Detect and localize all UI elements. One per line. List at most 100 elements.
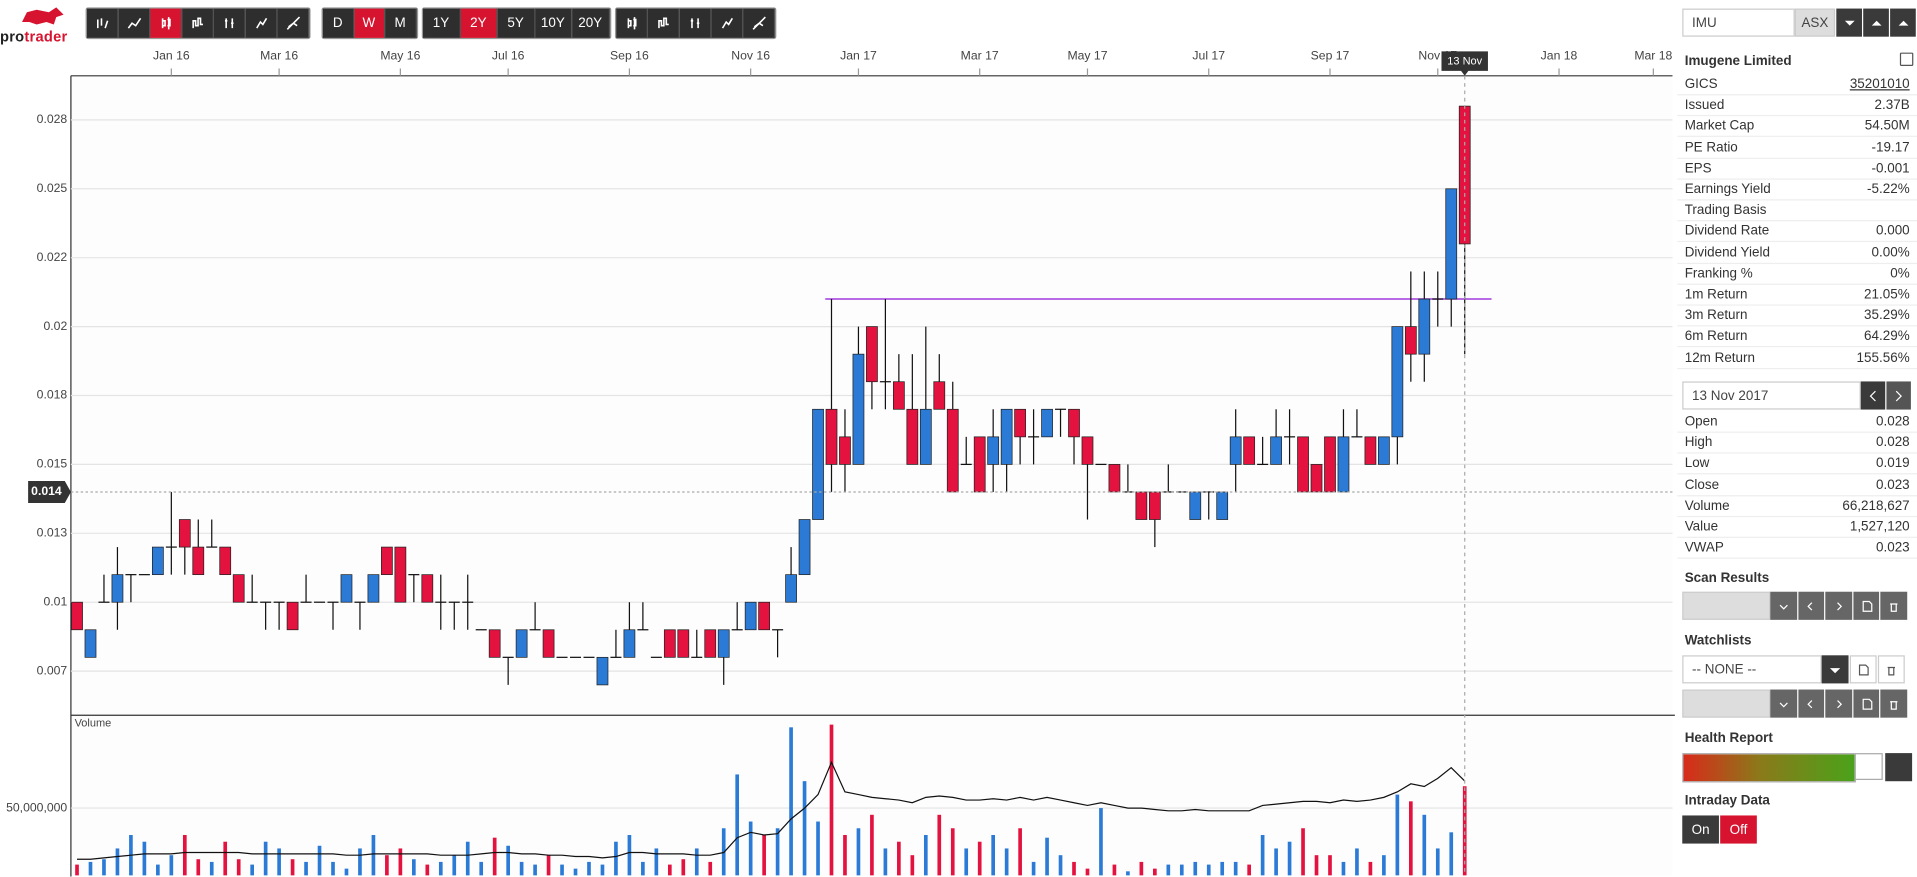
scan-button[interactable] xyxy=(1797,591,1825,620)
watchlist-button[interactable] xyxy=(1849,655,1877,684)
tool-button[interactable] xyxy=(647,8,680,38)
field-label: Trading Basis xyxy=(1684,203,1767,218)
tool-button[interactable] xyxy=(711,8,744,38)
fundamental-row: 12m Return 155.56% xyxy=(1677,348,1917,369)
intraday-toggle[interactable]: On xyxy=(1682,815,1719,844)
date-nav-button[interactable] xyxy=(1886,381,1911,410)
watchlist-tool-button[interactable] xyxy=(1797,689,1825,718)
field-label: 1m Return xyxy=(1684,287,1748,302)
watchlist-button[interactable] xyxy=(1877,655,1905,684)
icon-path xyxy=(255,17,267,29)
y-tick-label: 0.018 xyxy=(37,388,68,402)
section-heading: Health Report xyxy=(1684,731,1773,746)
field-value: 66,218,627 xyxy=(1842,498,1910,514)
input-field[interactable] xyxy=(1682,689,1771,718)
button-group xyxy=(614,7,777,40)
chart-style-button[interactable] xyxy=(245,8,278,38)
volume-bar xyxy=(641,861,645,876)
candle-body xyxy=(812,408,824,520)
watchlist-tool-button[interactable] xyxy=(1880,689,1908,718)
button-group xyxy=(85,7,311,40)
toolbar-button[interactable]: D xyxy=(322,8,354,38)
field-value: -5.22% xyxy=(1867,182,1910,197)
watchlist-button[interactable] xyxy=(1821,655,1849,684)
scan-button[interactable] xyxy=(1825,591,1852,620)
watchlist-tool-button[interactable] xyxy=(1853,689,1880,718)
intraday-toggle[interactable]: Off xyxy=(1720,815,1757,844)
chart-style-button[interactable] xyxy=(118,8,151,38)
volume-bar xyxy=(600,864,605,876)
candle-body xyxy=(286,601,299,631)
candle-body xyxy=(178,519,191,548)
icon xyxy=(1844,20,1855,26)
fundamental-row: Dividend Rate 0.000 xyxy=(1677,222,1917,243)
chart-style-button[interactable] xyxy=(277,8,310,38)
volume-bar xyxy=(802,781,807,876)
sidebar-button[interactable] xyxy=(1836,8,1862,37)
volume-bar xyxy=(492,837,497,876)
symbol-input[interactable]: IMU xyxy=(1682,8,1795,37)
crosshair-y-tag xyxy=(28,480,71,503)
x-tick-label: Jan 16 xyxy=(153,48,190,62)
toolbar-button[interactable]: M xyxy=(385,8,417,38)
volume-bar xyxy=(1139,861,1144,876)
icon xyxy=(1837,699,1843,708)
candle-body xyxy=(542,629,555,658)
toolbar-button[interactable]: 10Y xyxy=(534,8,573,38)
icon-path xyxy=(657,17,669,29)
volume-bar xyxy=(1395,794,1400,876)
input-field[interactable] xyxy=(1682,591,1771,620)
volume-bar xyxy=(465,841,470,876)
candle-body xyxy=(623,629,636,658)
icon xyxy=(191,17,203,29)
icon xyxy=(96,18,108,29)
bull xyxy=(22,7,64,25)
chart-style-button[interactable] xyxy=(150,8,183,38)
x-tick-label: Jan 17 xyxy=(840,48,877,62)
candle-body xyxy=(111,574,124,603)
external-link[interactable] xyxy=(1899,52,1914,67)
field-label: VWAP xyxy=(1684,540,1724,556)
toolbar-button[interactable]: 1Y xyxy=(423,8,461,38)
scan-button[interactable] xyxy=(1853,591,1880,620)
candle-body xyxy=(663,629,676,658)
volume-bar xyxy=(735,774,740,876)
field-label: Market Cap xyxy=(1684,119,1755,134)
toolbar-button[interactable]: W xyxy=(353,8,386,38)
x-tick-label: Nov 16 xyxy=(731,48,770,62)
tool-button[interactable] xyxy=(616,8,648,38)
date-nav-button[interactable] xyxy=(1860,381,1886,410)
watchlist-select[interactable]: -- NONE -- xyxy=(1682,655,1822,684)
icon xyxy=(1779,604,1788,610)
exchange[interactable]: ASX xyxy=(1794,8,1836,37)
toolbar-button[interactable]: 2Y xyxy=(460,8,498,38)
volume-bar xyxy=(748,821,753,876)
field-label: Close xyxy=(1684,477,1720,493)
scan-button[interactable] xyxy=(1770,591,1797,620)
watchlist-tool-button[interactable] xyxy=(1825,689,1852,718)
chart-style-button[interactable] xyxy=(182,8,214,38)
sidebar-button[interactable] xyxy=(1890,8,1916,37)
toolbar-button[interactable]: 5Y xyxy=(497,8,535,38)
icon xyxy=(1829,667,1841,673)
volume-bar xyxy=(1355,848,1359,876)
field-value[interactable]: 35201010 xyxy=(1849,77,1910,92)
candle-body xyxy=(852,353,865,465)
volume-bar xyxy=(371,834,376,876)
scan-button[interactable] xyxy=(1880,591,1908,620)
tool-button[interactable] xyxy=(679,8,712,38)
date-input[interactable]: 13 Nov 2017 xyxy=(1682,381,1861,410)
volume-bar xyxy=(317,845,322,876)
watchlist-tool-button[interactable] xyxy=(1770,689,1797,718)
chart-style-button[interactable] xyxy=(213,8,246,38)
chart-style-button[interactable] xyxy=(86,8,119,38)
volume-bar xyxy=(654,848,659,876)
info-button[interactable] xyxy=(1885,753,1913,782)
volume-bar xyxy=(546,855,551,876)
tool-button[interactable] xyxy=(743,8,776,38)
toolbar-button[interactable]: 20Y xyxy=(572,8,610,38)
sidebar-button[interactable] xyxy=(1863,8,1889,37)
fundamental-row: 6m Return 64.29% xyxy=(1677,327,1917,348)
x-tick-label: Jan 18 xyxy=(1541,48,1578,62)
icon xyxy=(1871,20,1881,26)
